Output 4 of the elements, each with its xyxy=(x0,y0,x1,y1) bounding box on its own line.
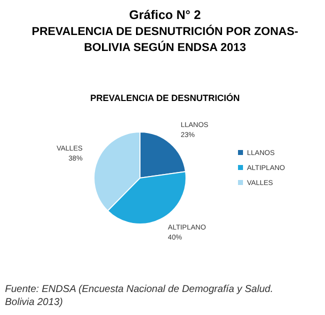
chart-title: Gráfico N° 2 xyxy=(129,8,201,22)
chart-subtitle: PREVALENCIA DE DESNUTRICIÓN POR ZONAS-BOLIVIA SEGÚN ENDSA 2013 xyxy=(32,24,298,54)
text: PREVALENCIA DE DESNUTRICIÓN xyxy=(90,93,240,103)
source-note: Fuente: ENDSA (Encuesta Nacional de Demografía y Salud. Bolivia 2013) xyxy=(5,284,274,308)
